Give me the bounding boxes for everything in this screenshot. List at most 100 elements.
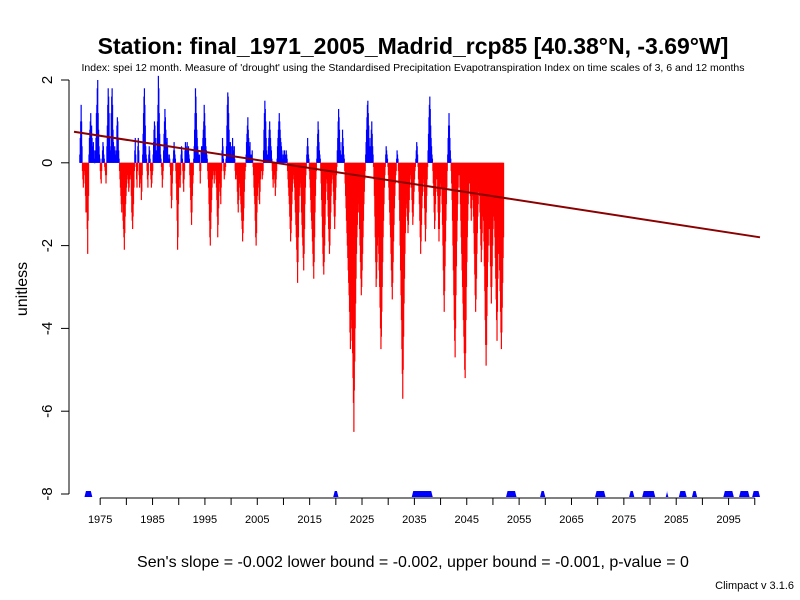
duration-marker [84,491,93,497]
bar [183,162,186,172]
bar [206,158,208,163]
x-tick-label: 2085 [664,514,688,526]
bar [100,162,102,184]
x-tick-label: 1985 [140,514,164,526]
bar [181,158,183,163]
duration-marker [595,491,606,497]
bar [220,162,222,188]
bar [118,150,120,163]
bar [178,162,180,188]
bar [160,158,162,163]
bar [172,162,174,172]
duration-marker [691,491,698,497]
duration-marker [723,491,734,497]
duration-marker [642,491,656,497]
bar [94,162,96,164]
y-axis: -8 -6 -4 -2 0 2 [39,76,70,501]
bar [458,162,460,176]
duration-marker [506,491,517,497]
bar [446,162,448,188]
chart-title: Station: final_1971_2005_Madrid_rcp85 [4… [98,33,729,59]
bar [136,162,138,188]
bar [136,162,139,172]
x-tick-label: 2015 [297,514,321,526]
bar [384,162,386,176]
bar [319,158,321,163]
bar [181,150,183,163]
bar [431,158,434,163]
x-tick-label: 2095 [716,514,740,526]
bar [149,150,151,163]
bar [335,162,338,176]
bar [83,162,85,176]
x-tick-label: 2055 [507,514,531,526]
bar [118,158,120,163]
bar [147,162,149,176]
y-tick-label: -4 [39,322,56,335]
bar [270,150,273,163]
bar [149,158,151,163]
bar [446,162,448,172]
credit-label: Climpact v 3.1.6 [715,580,794,592]
plot-area [73,75,761,497]
bar [198,154,201,163]
bar [222,158,225,163]
duration-marker [333,491,339,497]
duration-marker [411,491,433,497]
bar [141,162,143,176]
duration-marker [752,491,760,497]
bar [450,158,452,163]
y-tick-label: -2 [39,239,56,252]
bar [93,150,95,163]
x-tick-label: 2045 [455,514,479,526]
bar [146,158,148,163]
bar [221,162,223,172]
x-tick-label: 2005 [245,514,269,526]
x-tick-label: 2025 [350,514,374,526]
bar [262,162,264,172]
bar [134,137,136,163]
bar [98,129,100,163]
bar [169,158,171,163]
bar [92,142,94,163]
bar [305,162,307,167]
bar [188,158,190,163]
y-tick-label: -6 [39,405,56,418]
x-tick-label: 2075 [612,514,636,526]
duration-marker [665,491,669,497]
bar [87,162,90,196]
y-tick-label: 2 [39,76,56,84]
bar [105,162,108,176]
bar [180,162,182,176]
bar [449,150,451,163]
bar [141,162,143,192]
bar [305,162,307,176]
bar [138,150,140,163]
bar [171,162,173,184]
bar [386,158,389,163]
trend-line [73,130,761,239]
bar [99,158,101,163]
bar [218,162,220,192]
bar [249,142,251,163]
x-axis: 1975 1985 1995 2005 2015 2025 2035 2045 2055 2065… [88,497,756,526]
bar [395,162,397,172]
bar [427,162,429,167]
bar [224,162,227,167]
bar [233,146,235,163]
x-tick-label: 1995 [193,514,217,526]
y-tick-label: 0 [39,159,56,167]
bar [214,162,216,176]
bar [133,162,135,188]
sens-slope-stats: Sen's slope = -0.002 lower bound = -0.00… [137,554,689,571]
bar [364,162,366,172]
x-tick-label: 2035 [402,514,426,526]
x-tick-label: 2065 [559,514,583,526]
bar [199,162,201,184]
bar [103,158,105,163]
bar [155,150,157,163]
duration-marker [678,491,687,497]
x-ticks-group: 1975 1985 1995 2005 2015 2025 2035 2045 2055 2065… [88,498,756,526]
bar [397,158,399,163]
